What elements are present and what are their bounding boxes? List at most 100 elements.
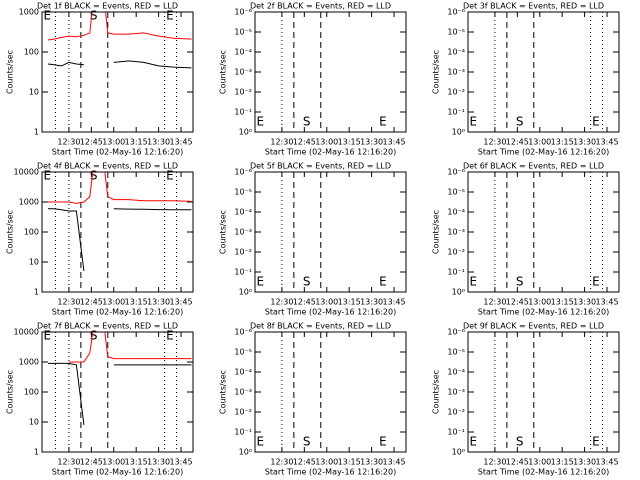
x-tick-label: 13:45 <box>383 138 406 147</box>
panel: Det 2f BLACK = Events, RED = LLD Start Ti… <box>219 2 407 157</box>
annotation: E <box>379 275 387 289</box>
y-tick-label: 1000 <box>19 8 39 17</box>
y-tick-label: 10⁻⁴ <box>447 208 465 217</box>
plot-frame <box>41 11 194 133</box>
x-tick-label: 13:00 <box>102 458 125 467</box>
y-tick-label: 10⁰ <box>452 448 465 457</box>
annotation: E <box>469 435 477 449</box>
x-tick-label: 13:45 <box>170 298 193 307</box>
y-tick-label: 10⁻⁶ <box>234 8 252 17</box>
annotation: S <box>90 9 98 23</box>
x-tick-label: 12:45 <box>293 138 316 147</box>
y-tick-label: 10⁻² <box>234 248 252 257</box>
y-tick-label: 10⁻⁶ <box>447 168 465 177</box>
panel-title: Det 8f BLACK = Events, RED = LLD <box>250 322 391 331</box>
y-tick-label: 10⁻³ <box>447 228 465 237</box>
x-axis-label: Start Time (02-May-16 12:16:20) <box>478 148 609 157</box>
x-tick-label: 13:30 <box>360 138 383 147</box>
y-tick-label: 10⁻³ <box>234 228 252 237</box>
panel-title: Det 7f BLACK = Events, RED = LLD <box>37 322 178 331</box>
y-tick-label: 10⁻² <box>234 88 252 97</box>
y-tick-label: 10⁻⁴ <box>447 368 465 377</box>
y-tick-label: 10⁻⁴ <box>234 208 252 217</box>
annotation: E <box>379 115 387 129</box>
y-tick-label: 1 <box>34 448 39 457</box>
y-tick-label: 10⁻³ <box>234 68 252 77</box>
y-tick-label: 10⁻¹ <box>234 268 252 277</box>
y-axis-label: Counts/sec <box>432 370 441 414</box>
y-axis-label: Counts/sec <box>219 210 228 254</box>
y-tick-label: 10⁻² <box>234 408 252 417</box>
y-tick-label: 10⁰ <box>452 288 465 297</box>
annotation: S <box>90 329 98 343</box>
y-axis-label: Counts/sec <box>6 210 15 254</box>
y-tick-label: 10000 <box>14 168 39 177</box>
x-tick-label: 12:30 <box>483 458 506 467</box>
annotation: E <box>256 435 264 449</box>
y-tick-label: 10⁰ <box>239 448 252 457</box>
y-tick-label: 10⁻³ <box>447 388 465 397</box>
y-tick-label: 100 <box>24 48 39 57</box>
x-tick-label: 12:45 <box>80 138 103 147</box>
panel: Det 3f BLACK = Events, RED = LLD Start Ti… <box>432 2 620 157</box>
y-tick-label: 10⁰ <box>239 128 252 137</box>
y-tick-label: 1000 <box>19 198 39 207</box>
x-tick-label: 13:45 <box>383 298 406 307</box>
y-tick-label: 10⁻⁶ <box>447 8 465 17</box>
x-tick-label: 12:30 <box>270 138 293 147</box>
y-tick-label: 1 <box>34 288 39 297</box>
plot-frame <box>41 331 194 453</box>
y-tick-label: 10 <box>29 418 39 427</box>
y-axis-label: Counts/sec <box>432 210 441 254</box>
x-tick-label: 13:45 <box>596 458 619 467</box>
x-tick-label: 12:30 <box>483 298 506 307</box>
x-axis-label: Start Time (02-May-16 12:16:20) <box>52 148 183 157</box>
y-tick-label: 10⁻⁵ <box>234 348 252 357</box>
panel: Det 1f BLACK = Events, RED = LLD Start Ti… <box>6 2 194 157</box>
y-tick-label: 10⁻⁶ <box>234 328 252 337</box>
x-tick-label: 12:45 <box>506 458 529 467</box>
x-tick-label: 12:45 <box>293 458 316 467</box>
series-line <box>48 362 192 425</box>
annotation: E <box>256 275 264 289</box>
panel-title: Det 1f BLACK = Events, RED = LLD <box>37 2 178 11</box>
x-tick-label: 12:30 <box>270 298 293 307</box>
x-axis-label: Start Time (02-May-16 12:16:20) <box>52 468 183 477</box>
y-tick-label: 10⁻⁵ <box>447 188 465 197</box>
annotation: S <box>516 115 524 129</box>
y-tick-label: 10⁻³ <box>447 68 465 77</box>
x-tick-label: 13:00 <box>528 458 551 467</box>
x-axis-label: Start Time (02-May-16 12:16:20) <box>265 468 396 477</box>
y-axis-label: Counts/sec <box>219 370 228 414</box>
annotation: E <box>166 9 174 23</box>
y-tick-label: 10⁰ <box>239 288 252 297</box>
annotation: E <box>43 9 51 23</box>
y-axis-label: Counts/sec <box>219 50 228 94</box>
annotation: S <box>516 275 524 289</box>
panel: Det 4f BLACK = Events, RED = LLD Start Ti… <box>6 162 194 317</box>
x-tick-label: 13:15 <box>125 298 148 307</box>
y-tick-label: 10⁰ <box>452 128 465 137</box>
x-axis-label: Start Time (02-May-16 12:16:20) <box>52 308 183 317</box>
annotation: E <box>256 115 264 129</box>
series-line <box>47 60 192 69</box>
y-axis-label: Counts/sec <box>6 50 15 94</box>
series-line <box>47 12 192 41</box>
panel-title: Det 4f BLACK = Events, RED = LLD <box>37 162 178 171</box>
x-axis-label: Start Time (02-May-16 12:16:20) <box>265 148 396 157</box>
x-tick-label: 12:45 <box>293 298 316 307</box>
y-tick-label: 1000 <box>19 358 39 367</box>
x-tick-label: 13:00 <box>102 138 125 147</box>
panel-title: Det 2f BLACK = Events, RED = LLD <box>250 2 391 11</box>
panel: Det 8f BLACK = Events, RED = LLD Start Ti… <box>219 322 407 477</box>
x-tick-label: 13:00 <box>528 298 551 307</box>
x-tick-label: 12:30 <box>483 138 506 147</box>
annotation: S <box>303 115 311 129</box>
y-tick-label: 100 <box>24 228 39 237</box>
annotation: E <box>592 435 600 449</box>
x-tick-label: 13:15 <box>125 138 148 147</box>
annotation: S <box>303 435 311 449</box>
panel: Det 5f BLACK = Events, RED = LLD Start Ti… <box>219 162 407 317</box>
y-tick-label: 10⁻⁶ <box>447 328 465 337</box>
